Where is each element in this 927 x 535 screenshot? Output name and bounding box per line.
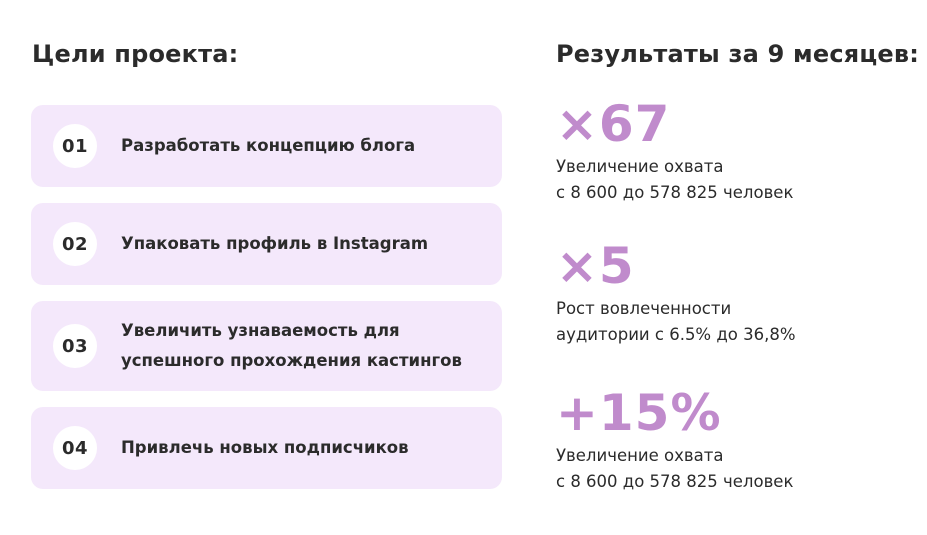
result-description: Увеличение охвата с 8 600 до 578 825 чел… (556, 157, 794, 202)
result-value: ×67 (556, 95, 671, 153)
goal-text: Увеличить узнаваемость для успешного про… (121, 321, 462, 370)
result-item: +15% Увеличение охвата с 8 600 до 578 82… (556, 385, 916, 495)
goal-text: Разработать концепцию блога (121, 136, 416, 155)
result-value: ×5 (556, 237, 635, 295)
result-value: +15% (556, 384, 722, 442)
goal-card: 04 Привлечь новых подписчиков (31, 407, 502, 489)
goal-text: Упаковать профиль в Instagram (121, 234, 429, 253)
goal-number-badge: 03 (53, 324, 97, 368)
goal-card: 01 Разработать концепцию блога (31, 105, 502, 187)
goal-card: 03 Увеличить узнаваемость для успешного … (31, 301, 502, 391)
goal-card: 02 Упаковать профиль в Instagram (31, 203, 502, 285)
goal-text: Привлечь новых подписчиков (121, 438, 409, 457)
results-title: Результаты за 9 месяцев: (556, 40, 920, 68)
goal-number-badge: 04 (53, 426, 97, 470)
result-description: Увеличение охвата с 8 600 до 578 825 чел… (556, 446, 794, 491)
result-item: ×67 Увеличение охвата с 8 600 до 578 825… (556, 96, 916, 206)
result-description: Рост вовлеченности аудитории с 6.5% до 3… (556, 299, 796, 344)
goal-number-badge: 01 (53, 124, 97, 168)
goals-title: Цели проекта: (32, 40, 239, 68)
result-item: ×5 Рост вовлеченности аудитории с 6.5% д… (556, 238, 916, 348)
goal-number-badge: 02 (53, 222, 97, 266)
